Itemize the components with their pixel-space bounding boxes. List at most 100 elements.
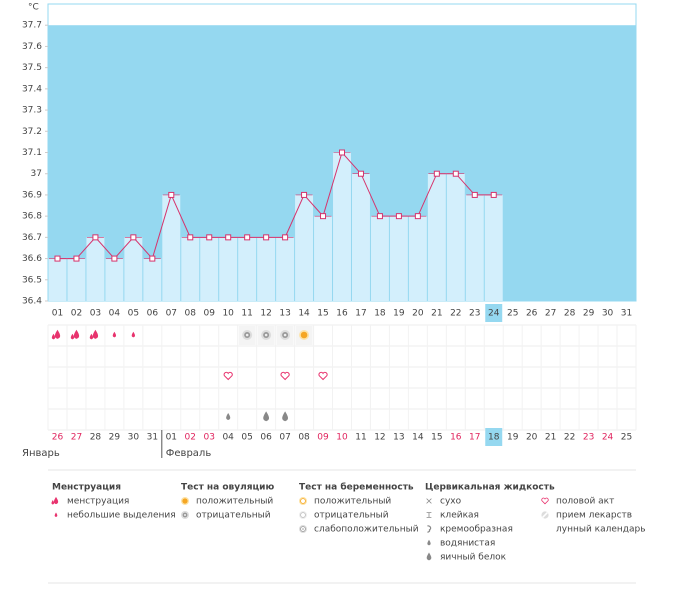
- x-tick-label: 01: [52, 309, 63, 319]
- calendar-date: 05: [241, 433, 252, 443]
- today-box: [485, 304, 503, 322]
- temperature-point: [206, 234, 213, 241]
- month-label: Февраль: [166, 448, 212, 459]
- calendar-date: 13: [393, 433, 404, 443]
- x-tick-label: 29: [583, 309, 595, 319]
- temperature-point: [225, 234, 232, 241]
- legend-item: кремообразная: [440, 525, 513, 535]
- calendar-date: 12: [374, 433, 385, 443]
- legend-item: отрицательный: [196, 511, 271, 521]
- temperature-bar: [238, 237, 257, 301]
- event-icon: [263, 411, 270, 422]
- temperature-point: [301, 191, 308, 198]
- event-icon: [223, 371, 233, 381]
- calendar-date: 24: [602, 433, 614, 443]
- x-tick-label: 08: [185, 309, 197, 319]
- temperature-bar: [408, 216, 427, 301]
- calendar-date: 15: [431, 433, 442, 443]
- legend-title: Цервикальная жидкость: [425, 483, 555, 493]
- temperature-point: [244, 234, 251, 241]
- legend-icon: [426, 552, 432, 561]
- legend-icon: [181, 511, 189, 519]
- legend-item: положительный: [196, 497, 273, 507]
- event-icon: [70, 329, 80, 340]
- legend-icon: [541, 525, 546, 533]
- temperature-bar: [86, 237, 105, 301]
- x-tick-label: 30: [602, 309, 614, 319]
- event-icon: [112, 331, 117, 338]
- temperature-point: [490, 191, 497, 198]
- calendar-date: 17: [469, 433, 480, 443]
- temperature-bar: [484, 194, 503, 301]
- temperature-bar: [351, 173, 370, 301]
- x-tick-label: 06: [147, 309, 159, 319]
- x-tick-label: 02: [71, 309, 82, 319]
- legend-icon: [181, 497, 189, 505]
- temperature-point: [187, 234, 194, 241]
- temperature-bar: [389, 216, 408, 301]
- legend-icon: [299, 497, 307, 505]
- calendar-date: 30: [128, 433, 140, 443]
- temperature-bar: [465, 194, 484, 301]
- y-tick-label: 36.7: [22, 233, 42, 243]
- temperature-point: [414, 213, 421, 220]
- temperature-bar: [143, 258, 162, 301]
- calendar-date: 20: [526, 433, 538, 443]
- calendar-date: 22: [564, 433, 575, 443]
- y-tick-label: 36.6: [22, 254, 42, 264]
- temperature-bar: [67, 258, 86, 301]
- calendar-date: 28: [90, 433, 102, 443]
- event-icon: [226, 413, 231, 420]
- event-icon: [282, 411, 288, 422]
- calendar-date: 27: [71, 433, 82, 443]
- temperature-point: [339, 149, 345, 156]
- x-tick-label: 24: [488, 309, 500, 319]
- x-tick-label: 04: [109, 309, 121, 319]
- calendar-date: 10: [336, 433, 348, 443]
- x-tick-label: 31: [621, 309, 632, 319]
- y-tick-label: 36.9: [22, 190, 42, 200]
- x-tick-label: 26: [526, 309, 538, 319]
- temperature-bar: [48, 258, 67, 301]
- event-icon: [280, 371, 290, 381]
- calendar-date: 03: [203, 433, 214, 443]
- legend-title: Тест на беременность: [299, 482, 414, 493]
- legend-item: небольшие выделения: [67, 511, 176, 521]
- legend-icon: [426, 498, 432, 504]
- y-tick-label: 36.8: [22, 212, 42, 222]
- x-tick-label: 18: [374, 309, 386, 319]
- x-tick-label: 23: [469, 309, 480, 319]
- y-tick-label: 37.1: [22, 148, 42, 158]
- x-tick-label: 13: [279, 309, 290, 319]
- x-tick-label: 10: [222, 309, 234, 319]
- legend-icon: [299, 511, 307, 519]
- temperature-bar: [124, 237, 143, 301]
- calendar-date: 18: [488, 433, 500, 443]
- temperature-point: [92, 234, 99, 241]
- temperature-bar: [295, 194, 314, 301]
- calendar-date: 25: [621, 433, 632, 443]
- month-label: Январь: [22, 448, 60, 459]
- temperature-bar: [427, 173, 446, 301]
- temperature-bar: [276, 237, 295, 301]
- temperature-point: [54, 255, 61, 262]
- calendar-date: 09: [317, 433, 329, 443]
- legend-icon: [541, 511, 549, 519]
- temperature-bar: [257, 237, 276, 301]
- temperature-bar: [314, 216, 333, 301]
- legend-icon: [426, 512, 432, 518]
- legend-item: отрицательный: [314, 511, 389, 521]
- event-icon: [299, 330, 310, 340]
- x-tick-label: 03: [90, 309, 101, 319]
- event-icon: [89, 329, 99, 340]
- x-tick-label: 20: [412, 309, 424, 319]
- temperature-bar: [370, 216, 389, 301]
- temperature-point: [433, 170, 440, 177]
- event-icon: [131, 331, 136, 338]
- temperature-point: [452, 170, 459, 177]
- x-tick-label: 05: [128, 309, 139, 319]
- temperature-point: [263, 234, 270, 241]
- calendar-date: 08: [298, 433, 310, 443]
- y-tick-label: 36.4: [22, 297, 42, 307]
- event-icon: [242, 330, 253, 340]
